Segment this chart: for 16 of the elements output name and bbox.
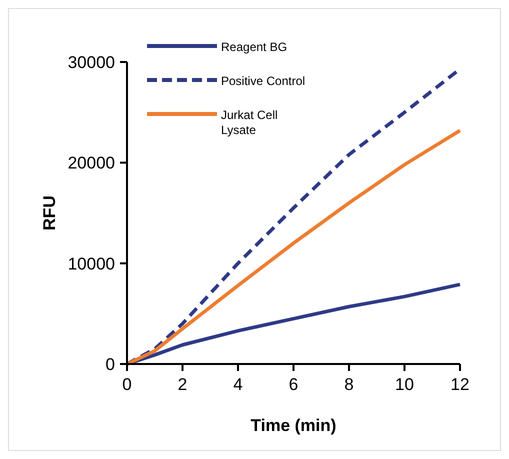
x-tick-label: 10 [395,375,414,394]
x-tick-label: 4 [233,375,243,394]
y-tick-label: 20000 [68,154,115,173]
x-tick-label: 2 [178,375,188,394]
y-tick-label: 10000 [68,254,115,274]
y-tick-label: 30000 [68,53,115,72]
x-tick-label: 6 [288,375,298,394]
x-tick-label: 8 [344,375,354,394]
x-tick-label: 12 [450,375,470,394]
x-tick-label: 0 [122,375,132,394]
legend-label: Jurkat Cell Lysate [221,108,278,137]
y-tick-label: 0 [106,355,115,374]
legend-label: Positive Control [221,74,306,88]
y-axis-title: RFU [40,196,59,230]
x-axis-title: Time (min) [250,416,336,435]
legend-label: Reagent BG [221,40,288,54]
